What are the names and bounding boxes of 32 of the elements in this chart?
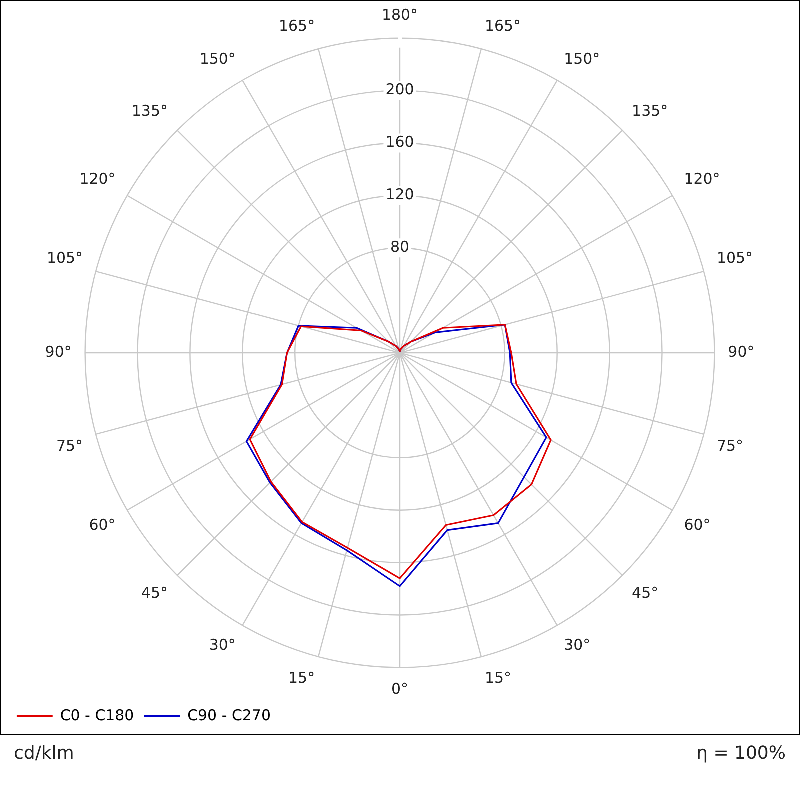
- y-tick-label: 160: [386, 133, 414, 152]
- text: η = 100%: [696, 743, 786, 764]
- spoke-label: 15°: [484, 668, 512, 687]
- y-tick-label: 80: [390, 238, 410, 256]
- spoke-label: 15°: [288, 668, 316, 687]
- spoke-label: 45°: [632, 584, 659, 602]
- spoke-label: 135°: [132, 102, 168, 120]
- spoke-label: 45°: [141, 584, 168, 602]
- spoke-label: 150°: [200, 50, 236, 68]
- spoke-label: 30°: [209, 636, 236, 654]
- legend-label: C90 - C270: [188, 706, 271, 724]
- spoke-label: 0°: [392, 680, 408, 698]
- spoke-label: 75°: [56, 436, 84, 455]
- spoke-label: 135°: [632, 102, 668, 120]
- legend-label: C0 - C180: [60, 706, 134, 724]
- spoke-label: 30°: [564, 636, 591, 654]
- spoke-label: 120°: [684, 170, 720, 188]
- y-tick-label: 200: [386, 80, 414, 99]
- spoke-label: 60°: [89, 516, 116, 534]
- spoke-label: 90°: [728, 342, 755, 361]
- spoke-label: 105°: [716, 249, 754, 268]
- text: cd/klm: [14, 743, 74, 764]
- spoke-label: 60°: [684, 516, 711, 534]
- spoke-label: 105°: [46, 249, 84, 268]
- spoke-label: 120°: [80, 170, 116, 188]
- spoke-label: 180°: [382, 6, 418, 24]
- y-tick-label: 120: [386, 186, 414, 204]
- spoke-label: 75°: [716, 436, 744, 455]
- spoke-label: 150°: [564, 50, 600, 68]
- spoke-label: 90°: [45, 342, 72, 361]
- spoke-label: 165°: [484, 17, 521, 36]
- spoke-label: 165°: [279, 17, 316, 36]
